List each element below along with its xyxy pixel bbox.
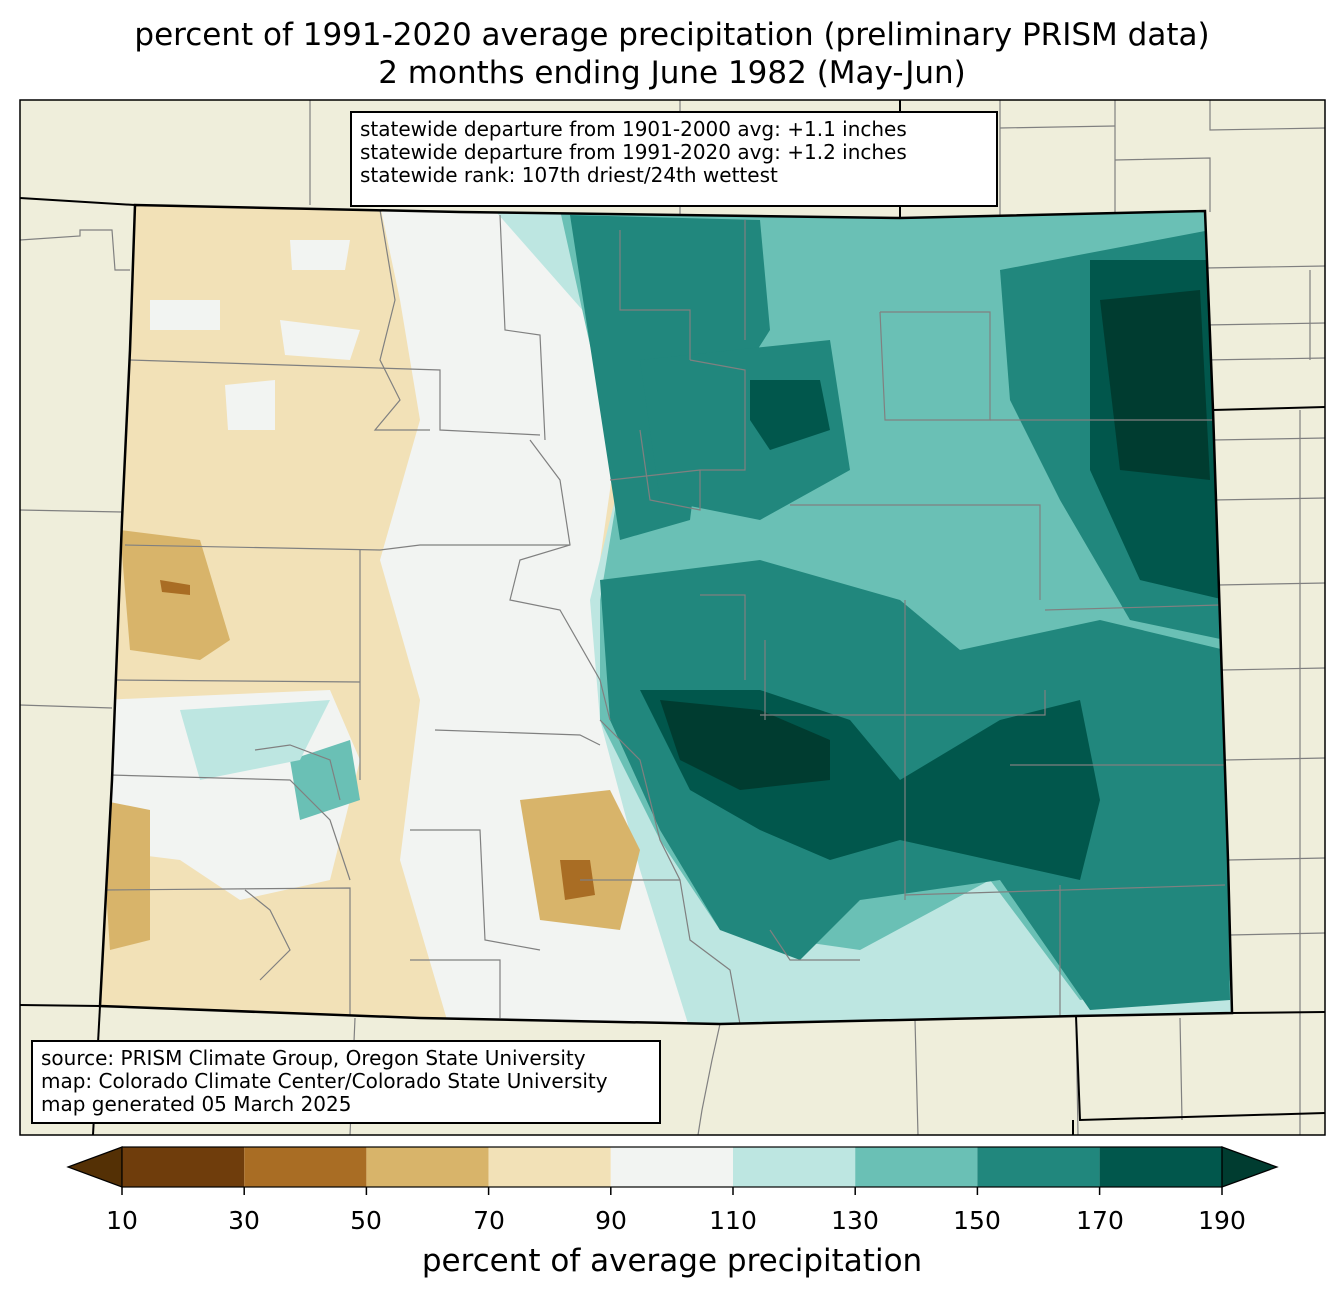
statewide-stats-box: statewide departure from 1901-2000 avg: …	[350, 111, 998, 207]
colorbar-segment	[855, 1147, 978, 1187]
colorbar-tick-label: 130	[831, 1206, 879, 1235]
colorbar-segment	[977, 1147, 1100, 1187]
colorbar-label: percent of average precipitation	[421, 1243, 923, 1279]
colorado-precip-field	[100, 205, 1232, 1024]
colorbar-tick-label: 70	[473, 1206, 505, 1235]
map-title-line1: percent of 1991-2020 average precipitati…	[134, 17, 1210, 53]
colorbar-tick-label: 10	[106, 1206, 138, 1235]
colorbar-tick-label: 150	[953, 1206, 1001, 1235]
map-generated-line: map generated 05 March 2025	[41, 1092, 352, 1116]
colorbar-tick-label: 170	[1076, 1206, 1124, 1235]
colorbar-segment	[733, 1147, 856, 1187]
colorado-state-outline	[98, 203, 1234, 1026]
colorbar-tick-label: 30	[228, 1206, 260, 1235]
colorbar-under-arrow	[66, 1146, 123, 1188]
colorbar-segment	[1099, 1147, 1222, 1187]
colorbar-tick-label: 110	[709, 1206, 757, 1235]
stats-rank: statewide rank: 107th driest/24th wettes…	[360, 163, 778, 187]
colorbar-tick-label: 50	[350, 1206, 382, 1235]
colorbar-segment	[122, 1147, 245, 1187]
colorbar-tick-label: 90	[595, 1206, 627, 1235]
stats-departure-1991: statewide departure from 1991-2020 avg: …	[360, 140, 907, 164]
county-boundaries	[104, 209, 1226, 1024]
colorbar-over-arrow	[1221, 1146, 1279, 1188]
colorbar-segment	[366, 1147, 489, 1187]
colorbar	[66, 1146, 1279, 1195]
map-credit-line: map: Colorado Climate Center/Colorado St…	[41, 1069, 608, 1093]
colorbar-segment	[244, 1147, 367, 1187]
colorbar-tick-label: 190	[1198, 1206, 1246, 1235]
stats-departure-1901: statewide departure from 1901-2000 avg: …	[360, 117, 907, 141]
map-title-line2: 2 months ending June 1982 (May-Jun)	[378, 55, 966, 91]
colorbar-segment	[488, 1147, 611, 1187]
colorbar-segment	[610, 1147, 733, 1187]
source-line: source: PRISM Climate Group, Oregon Stat…	[41, 1046, 586, 1070]
map-frame	[19, 99, 1326, 1136]
source-box: source: PRISM Climate Group, Oregon Stat…	[31, 1040, 661, 1124]
